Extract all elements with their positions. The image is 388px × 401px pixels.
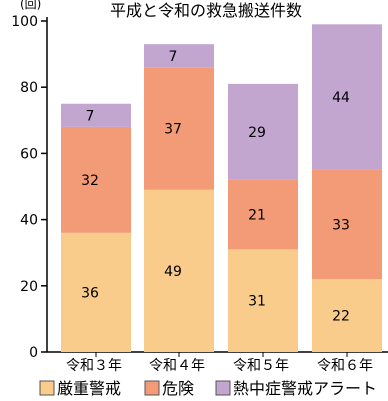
data-label-3-2: 21 (248, 208, 266, 224)
bar-2-series-3 (144, 44, 214, 68)
bar-2-series-2 (144, 67, 214, 190)
bar-3-series-1 (228, 249, 298, 352)
bar-4-series-2 (312, 169, 382, 280)
legend-item-1: 厳重警戒 (39, 379, 121, 398)
bar-1-series-1 (61, 232, 131, 352)
legend-swatch-1 (39, 380, 55, 396)
data-label-3-3: 29 (248, 125, 266, 141)
y-tick-label-0: 0 (29, 345, 38, 361)
data-label-1-3: 7 (86, 108, 95, 124)
x-tick-label-2: 令和４年 (149, 358, 205, 374)
bar-4-series-1 (312, 279, 382, 352)
bar-1-series-3 (61, 103, 131, 127)
data-label-3-1: 31 (248, 294, 266, 310)
legend-swatch-2 (144, 380, 160, 396)
y-tick-label-60: 60 (20, 146, 38, 162)
bar-2-series-1 (144, 189, 214, 352)
legend: 厳重警戒 危険 熱中症警戒アラート (39, 379, 377, 398)
legend-item-3: 熱中症警戒アラート (215, 379, 377, 398)
data-label-2-2: 37 (164, 122, 182, 138)
bar-4-series-3 (312, 24, 382, 170)
legend-item-2: 危険 (144, 379, 194, 398)
data-label-4-1: 22 (332, 309, 350, 325)
x-tick-label-1: 令和３年 (66, 358, 122, 374)
data-label-2-1: 49 (164, 264, 182, 280)
data-label-2-3: 7 (169, 49, 178, 65)
data-label-1-2: 32 (81, 173, 99, 189)
legend-label-1: 厳重警戒 (57, 379, 121, 398)
x-tick-label-3: 令和５年 (233, 358, 289, 374)
legend-label-3: 熱中症警戒アラート (233, 379, 377, 398)
bar-3-series-3 (228, 83, 298, 180)
y-tick-label-80: 80 (20, 80, 38, 96)
x-tick-label-4: 令和６年 (317, 358, 373, 374)
bar-3-series-2 (228, 179, 298, 250)
data-label-1-1: 36 (81, 285, 99, 301)
legend-label-2: 危険 (162, 379, 194, 398)
bar-1-series-2 (61, 126, 131, 233)
chart-title: 平成と令和の救急搬送件数 (110, 1, 302, 20)
data-label-4-2: 33 (332, 218, 350, 234)
y-tick-label-100: 100 (11, 14, 38, 30)
y-tick-label-40: 40 (20, 213, 38, 229)
y-tick-label-20: 20 (20, 279, 38, 295)
data-label-4-3: 44 (332, 90, 350, 106)
plot-area: 0 20 40 60 80 100 36 32 7 令和３年 49 37 7 令和４年 31 21 29 令和５年… (11, 14, 388, 374)
y-axis-unit-label: (回) (20, 0, 41, 11)
legend-swatch-3 (215, 380, 231, 396)
